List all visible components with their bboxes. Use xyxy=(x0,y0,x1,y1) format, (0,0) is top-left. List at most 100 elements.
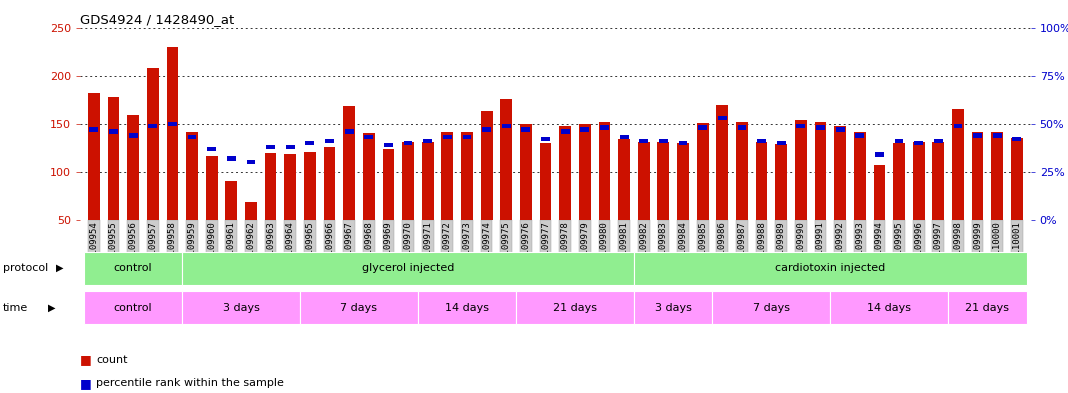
Bar xyxy=(580,127,590,132)
Bar xyxy=(736,122,748,220)
Bar xyxy=(186,132,198,220)
Bar xyxy=(634,252,1026,285)
Bar xyxy=(913,142,925,220)
Bar xyxy=(835,127,845,132)
Bar xyxy=(600,125,609,130)
Text: count: count xyxy=(96,354,127,365)
Text: control: control xyxy=(114,263,153,273)
Text: 7 days: 7 days xyxy=(341,303,377,312)
Bar xyxy=(84,252,183,285)
Bar xyxy=(226,156,236,161)
Text: 14 days: 14 days xyxy=(867,303,911,312)
Bar xyxy=(461,132,473,220)
Bar xyxy=(541,137,550,141)
Bar xyxy=(462,135,471,140)
Bar xyxy=(816,125,824,130)
Bar xyxy=(88,93,99,220)
Bar xyxy=(225,181,237,220)
Bar xyxy=(363,133,375,220)
Bar xyxy=(954,123,962,128)
Bar xyxy=(914,141,923,145)
Bar xyxy=(539,143,551,220)
Bar xyxy=(1012,137,1021,141)
Bar xyxy=(718,116,726,120)
Bar xyxy=(167,47,178,220)
Text: 21 days: 21 days xyxy=(553,303,597,312)
Bar xyxy=(634,291,712,324)
Bar xyxy=(874,165,885,220)
Bar xyxy=(364,135,373,140)
Bar xyxy=(441,132,453,220)
Bar xyxy=(247,160,255,165)
Bar xyxy=(382,149,394,220)
Text: 3 days: 3 days xyxy=(223,303,260,312)
Bar xyxy=(696,123,708,220)
Bar xyxy=(640,139,648,143)
Bar xyxy=(717,105,728,220)
Bar xyxy=(418,291,516,324)
Bar xyxy=(183,252,634,285)
Bar xyxy=(324,147,335,220)
Bar xyxy=(84,291,183,324)
Bar xyxy=(483,127,491,132)
Bar xyxy=(286,145,295,149)
Text: ■: ■ xyxy=(80,376,92,390)
Text: 3 days: 3 days xyxy=(655,303,692,312)
Text: ▶: ▶ xyxy=(56,263,63,273)
Bar xyxy=(678,141,688,145)
Bar xyxy=(932,142,944,220)
Bar xyxy=(756,142,768,220)
Bar xyxy=(1011,138,1023,220)
Bar xyxy=(520,124,532,220)
Bar xyxy=(443,135,452,140)
Bar xyxy=(875,152,884,157)
Bar xyxy=(206,156,218,220)
Text: glycerol injected: glycerol injected xyxy=(362,263,454,273)
Bar xyxy=(422,142,434,220)
Bar xyxy=(712,291,830,324)
Bar xyxy=(404,141,412,145)
Bar xyxy=(618,139,630,220)
Bar xyxy=(658,142,670,220)
Bar xyxy=(304,152,316,220)
Bar xyxy=(403,142,414,220)
Bar xyxy=(207,147,216,151)
Bar xyxy=(854,132,866,220)
Text: ■: ■ xyxy=(80,353,92,366)
Bar xyxy=(797,123,805,128)
Bar xyxy=(300,291,418,324)
Bar xyxy=(757,139,766,143)
Bar xyxy=(501,99,513,220)
Bar xyxy=(834,126,846,220)
Bar xyxy=(384,143,393,147)
Bar xyxy=(659,139,668,143)
Bar xyxy=(560,126,571,220)
Text: GDS4924 / 1428490_at: GDS4924 / 1428490_at xyxy=(80,13,234,26)
Bar xyxy=(638,142,649,220)
Bar xyxy=(933,139,943,143)
Bar xyxy=(775,144,787,220)
Bar xyxy=(598,122,610,220)
Bar xyxy=(677,143,689,220)
Bar xyxy=(305,141,314,145)
Bar xyxy=(183,291,300,324)
Bar xyxy=(266,145,276,149)
Text: time: time xyxy=(3,303,29,312)
Bar xyxy=(265,153,277,220)
Bar xyxy=(579,124,591,220)
Bar xyxy=(148,123,157,128)
Bar xyxy=(423,139,433,143)
Bar xyxy=(343,107,355,220)
Text: control: control xyxy=(114,303,153,312)
Bar xyxy=(127,115,139,220)
Bar xyxy=(108,97,120,220)
Bar xyxy=(502,123,511,128)
Text: protocol: protocol xyxy=(3,263,48,273)
Bar xyxy=(698,125,707,130)
Bar xyxy=(516,291,634,324)
Text: cardiotoxin injected: cardiotoxin injected xyxy=(775,263,885,273)
Bar xyxy=(991,132,1003,220)
Text: 7 days: 7 days xyxy=(753,303,790,312)
Bar xyxy=(284,154,296,220)
Bar xyxy=(738,125,747,130)
